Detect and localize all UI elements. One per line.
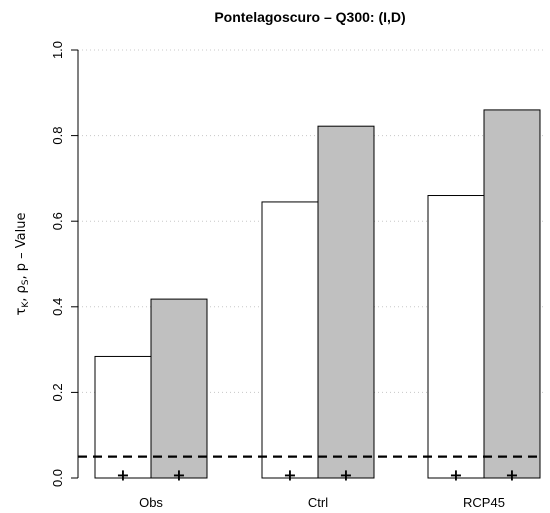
chart-title: Pontelagoscuro – Q300: (I,D) (214, 9, 405, 25)
p-value-marker-rcp45-2: + (505, 466, 518, 485)
p-value-marker-rcp45-1: + (449, 466, 462, 485)
y-tick-label-2: 0.4 (50, 298, 65, 316)
p-value-marker-obs-1: + (116, 466, 129, 485)
bar-obs-series-1 (94, 355, 152, 479)
y-tick-label-1: 0.2 (50, 383, 65, 401)
bar-rcp45-series-1 (427, 195, 485, 479)
axes: Obs Ctrl RCP45 0.0 0.2 0.4 0.6 0.8 1.0 (50, 41, 505, 510)
y-axis-label: τK, ρS, p – Value (14, 213, 31, 316)
p-value-markers: + + + + + + (116, 466, 518, 485)
p-value-marker-ctrl-2: + (339, 466, 352, 485)
y-tick-label-4: 0.8 (50, 127, 65, 145)
y-axis-label-tau: τ (14, 307, 29, 315)
x-tick-label-obs: Obs (139, 495, 163, 510)
y-tick-label-0: 0.0 (50, 469, 65, 487)
x-tick-label-ctrl: Ctrl (308, 495, 328, 510)
p-value-marker-obs-2: + (172, 466, 185, 485)
y-axis-label-rho-subscript: S (21, 279, 31, 285)
y-tick-label-5: 1.0 (50, 41, 65, 59)
y-axis-label-tau-subscript: K (21, 301, 31, 308)
p-value-marker-ctrl-1: + (283, 466, 296, 485)
bar-ctrl-series-2 (317, 125, 375, 479)
bar-obs-series-2 (150, 298, 208, 479)
bar-ctrl-series-1 (261, 201, 319, 479)
y-axis-label-sep: , (14, 293, 29, 301)
x-tick-label-rcp45: RCP45 (463, 495, 505, 510)
y-axis-label-rho: ρ (14, 285, 29, 293)
y-tick-label-3: 0.6 (50, 212, 65, 230)
y-axis-label-rest: , p – Value (14, 213, 29, 280)
bars (94, 109, 541, 479)
bar-rcp45-series-2 (483, 109, 541, 479)
